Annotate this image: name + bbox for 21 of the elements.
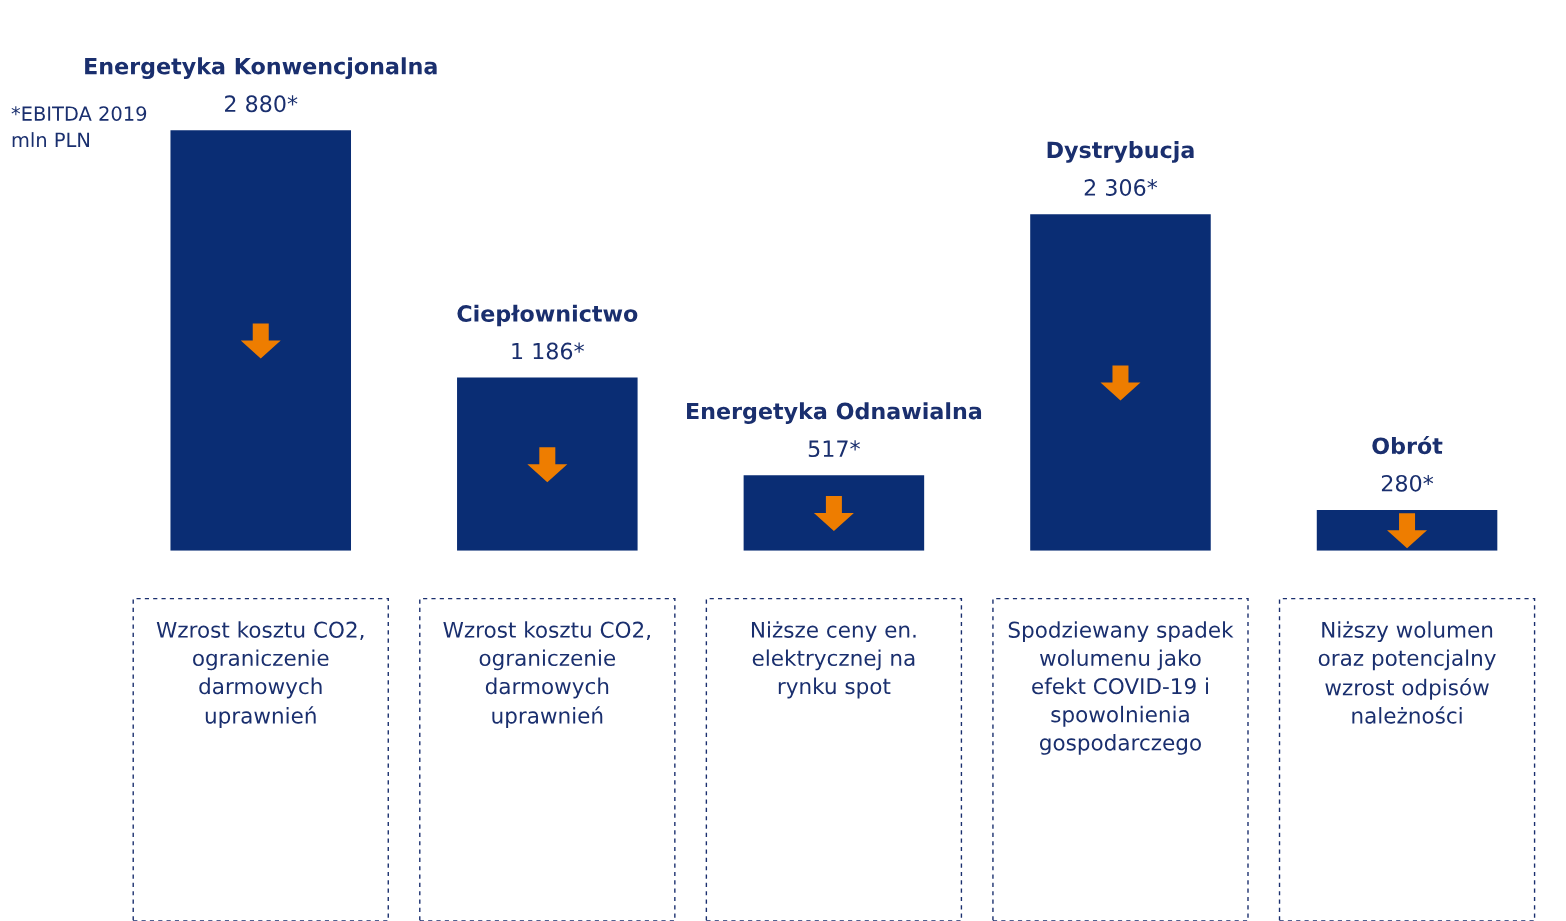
x-tick-label: Obrót <box>1372 436 1443 455</box>
text: Niższe ceny en. elektrycznej na rynku spot <box>751 621 916 699</box>
x-tick-label: Dystrybucja <box>1047 141 1194 163</box>
text: Spodziewany spadek wolumenu jako efekt COVID-19 i spowolnienia gospodarczego <box>1008 621 1234 755</box>
data-label: 280* <box>1381 474 1434 492</box>
bar <box>170 130 352 551</box>
text: Wzrost kosztu CO2, ograniczenie darmowych uprawnień <box>156 621 364 728</box>
bar <box>457 377 638 551</box>
bar <box>1316 509 1498 551</box>
text: Wzrost kosztu CO2, ograniczenie darmowych uprawnień <box>443 621 650 728</box>
annotation: *EBITDA 2019 mln PLN <box>11 106 147 147</box>
text: Niższy wolumen oraz potencjalny wzrost odpisów należności <box>1318 621 1496 724</box>
data-label: 2 880* <box>225 95 298 113</box>
data-label: 2 306* <box>1084 179 1158 196</box>
x-tick-label: Ciepłownictwo <box>457 304 638 327</box>
x-tick-label: Energetyka Odnawialna <box>687 402 982 424</box>
data-label: 517* <box>808 440 860 458</box>
x-tick-label: Energetyka Konwencjonalna <box>85 57 437 79</box>
bar <box>1030 214 1211 551</box>
bar <box>743 475 925 551</box>
data-label: 1 186* <box>512 342 585 360</box>
